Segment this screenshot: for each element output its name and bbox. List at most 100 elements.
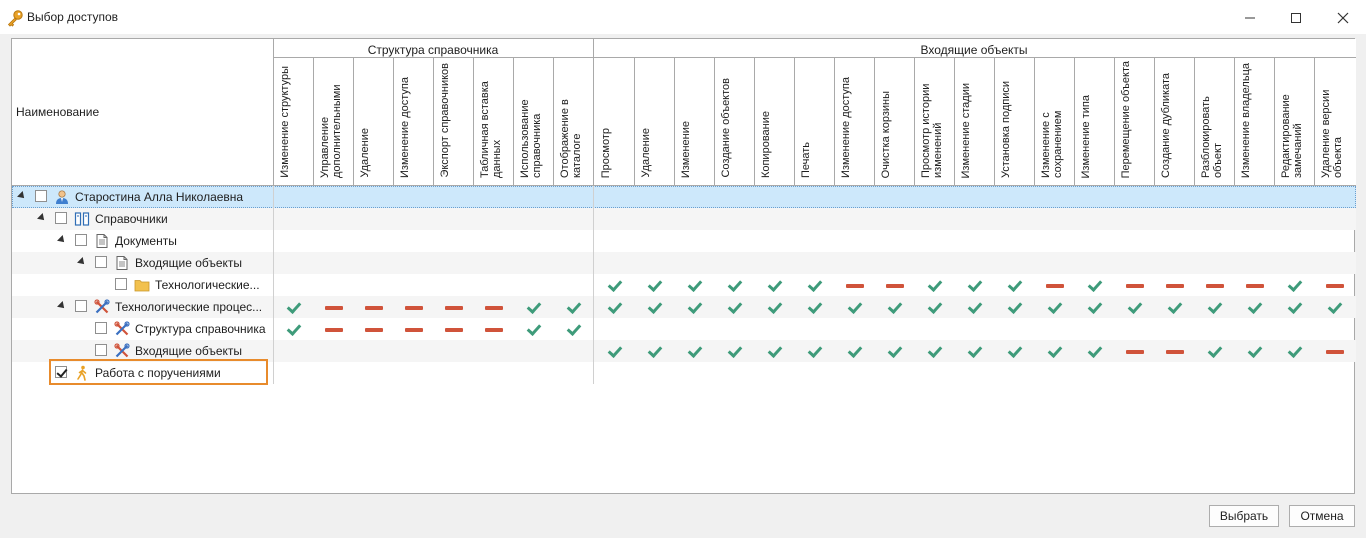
allowed-check-icon[interactable] <box>926 343 942 359</box>
column-header[interactable]: Создание дубликата <box>1154 57 1194 184</box>
column-header[interactable]: Удаление <box>353 57 393 184</box>
allowed-check-icon[interactable] <box>1286 343 1302 359</box>
allowed-check-icon[interactable] <box>1326 299 1342 315</box>
minimize-icon[interactable] <box>1227 0 1273 34</box>
column-header[interactable]: Изменение с сохранением <box>1034 57 1074 184</box>
allowed-check-icon[interactable] <box>1006 277 1022 293</box>
allowed-check-icon[interactable] <box>1286 299 1302 315</box>
row-checkbox[interactable] <box>75 234 87 246</box>
tree-row[interactable]: Технологические процес... <box>12 296 1356 318</box>
denied-dash-icon[interactable] <box>1166 277 1184 293</box>
denied-dash-icon[interactable] <box>846 277 864 293</box>
allowed-check-icon[interactable] <box>285 299 301 315</box>
allowed-check-icon[interactable] <box>846 343 862 359</box>
allowed-check-icon[interactable] <box>646 299 662 315</box>
column-header[interactable]: Изменение стадии <box>954 57 994 184</box>
name-column-header[interactable]: Наименование <box>16 105 100 119</box>
cancel-button[interactable]: Отмена <box>1289 505 1355 527</box>
column-header[interactable]: Изменение <box>674 57 714 184</box>
denied-dash-icon[interactable] <box>1046 277 1064 293</box>
row-checkbox[interactable] <box>115 278 127 290</box>
allowed-check-icon[interactable] <box>686 343 702 359</box>
denied-dash-icon[interactable] <box>886 277 904 293</box>
select-button[interactable]: Выбрать <box>1209 505 1279 527</box>
allowed-check-icon[interactable] <box>1006 299 1022 315</box>
denied-dash-icon[interactable] <box>1126 343 1144 359</box>
column-header[interactable]: Изменение доступа <box>834 57 874 184</box>
denied-dash-icon[interactable] <box>445 321 463 337</box>
row-checkbox[interactable] <box>95 344 107 356</box>
row-checkbox[interactable] <box>75 300 87 312</box>
column-header[interactable]: Управление дополнительными <box>313 57 353 184</box>
column-header[interactable]: Изменение структуры <box>273 57 313 184</box>
row-checkbox[interactable] <box>95 322 107 334</box>
allowed-check-icon[interactable] <box>646 343 662 359</box>
column-header[interactable]: Удаление версии объекта <box>1314 57 1354 184</box>
allowed-check-icon[interactable] <box>525 299 541 315</box>
denied-dash-icon[interactable] <box>1206 277 1224 293</box>
column-header[interactable]: Просмотр истории изменений <box>914 57 954 184</box>
column-header[interactable]: Перемещение объекта <box>1114 57 1154 184</box>
column-header[interactable]: Создание объектов <box>714 57 754 184</box>
collapse-arrow-icon[interactable] <box>77 257 87 267</box>
collapse-arrow-icon[interactable] <box>37 213 47 223</box>
allowed-check-icon[interactable] <box>886 343 902 359</box>
collapse-arrow-icon[interactable] <box>17 191 27 201</box>
row-checkbox[interactable] <box>35 190 47 202</box>
denied-dash-icon[interactable] <box>365 321 383 337</box>
allowed-check-icon[interactable] <box>1246 299 1262 315</box>
allowed-check-icon[interactable] <box>1086 343 1102 359</box>
maximize-icon[interactable] <box>1273 0 1319 34</box>
column-header[interactable]: Очистка корзины <box>874 57 914 184</box>
tree-row[interactable]: Справочники <box>12 208 1356 230</box>
denied-dash-icon[interactable] <box>325 299 343 315</box>
column-header[interactable]: Экспорт справочников <box>433 57 473 184</box>
column-header[interactable]: Печать <box>794 57 834 184</box>
allowed-check-icon[interactable] <box>1286 277 1302 293</box>
row-checkbox[interactable] <box>55 366 67 378</box>
allowed-check-icon[interactable] <box>1086 299 1102 315</box>
allowed-check-icon[interactable] <box>726 277 742 293</box>
collapse-arrow-icon[interactable] <box>57 301 67 311</box>
column-header[interactable]: Просмотр <box>594 57 634 184</box>
allowed-check-icon[interactable] <box>646 277 662 293</box>
close-icon[interactable] <box>1320 0 1366 34</box>
column-header[interactable]: Использование справочника <box>513 57 553 184</box>
row-checkbox[interactable] <box>55 212 67 224</box>
denied-dash-icon[interactable] <box>1126 277 1144 293</box>
denied-dash-icon[interactable] <box>325 321 343 337</box>
allowed-check-icon[interactable] <box>766 277 782 293</box>
allowed-check-icon[interactable] <box>1006 343 1022 359</box>
allowed-check-icon[interactable] <box>846 299 862 315</box>
allowed-check-icon[interactable] <box>606 299 622 315</box>
allowed-check-icon[interactable] <box>606 277 622 293</box>
tree-row[interactable]: Документы <box>12 230 1356 252</box>
allowed-check-icon[interactable] <box>606 343 622 359</box>
column-header[interactable]: Изменение типа <box>1074 57 1114 184</box>
tree-row[interactable]: Входящие объекты <box>12 340 1356 362</box>
allowed-check-icon[interactable] <box>766 299 782 315</box>
allowed-check-icon[interactable] <box>1206 299 1222 315</box>
column-header[interactable]: Удаление <box>634 57 674 184</box>
allowed-check-icon[interactable] <box>926 299 942 315</box>
allowed-check-icon[interactable] <box>1046 343 1062 359</box>
tree-row[interactable]: Работа с поручениями <box>12 362 1356 384</box>
allowed-check-icon[interactable] <box>686 277 702 293</box>
column-header[interactable]: Установка подписи <box>994 57 1034 184</box>
allowed-check-icon[interactable] <box>1246 343 1262 359</box>
tree-row[interactable]: Старостина Алла Николаевна <box>12 186 1356 208</box>
denied-dash-icon[interactable] <box>1246 277 1264 293</box>
allowed-check-icon[interactable] <box>926 277 942 293</box>
allowed-check-icon[interactable] <box>1166 299 1182 315</box>
denied-dash-icon[interactable] <box>405 321 423 337</box>
allowed-check-icon[interactable] <box>766 343 782 359</box>
allowed-check-icon[interactable] <box>686 299 702 315</box>
denied-dash-icon[interactable] <box>1326 277 1344 293</box>
allowed-check-icon[interactable] <box>966 277 982 293</box>
denied-dash-icon[interactable] <box>1166 343 1184 359</box>
collapse-arrow-icon[interactable] <box>57 235 67 245</box>
column-header[interactable]: Копирование <box>754 57 794 184</box>
column-header[interactable]: Изменение владельца <box>1234 57 1274 184</box>
denied-dash-icon[interactable] <box>405 299 423 315</box>
allowed-check-icon[interactable] <box>565 299 581 315</box>
